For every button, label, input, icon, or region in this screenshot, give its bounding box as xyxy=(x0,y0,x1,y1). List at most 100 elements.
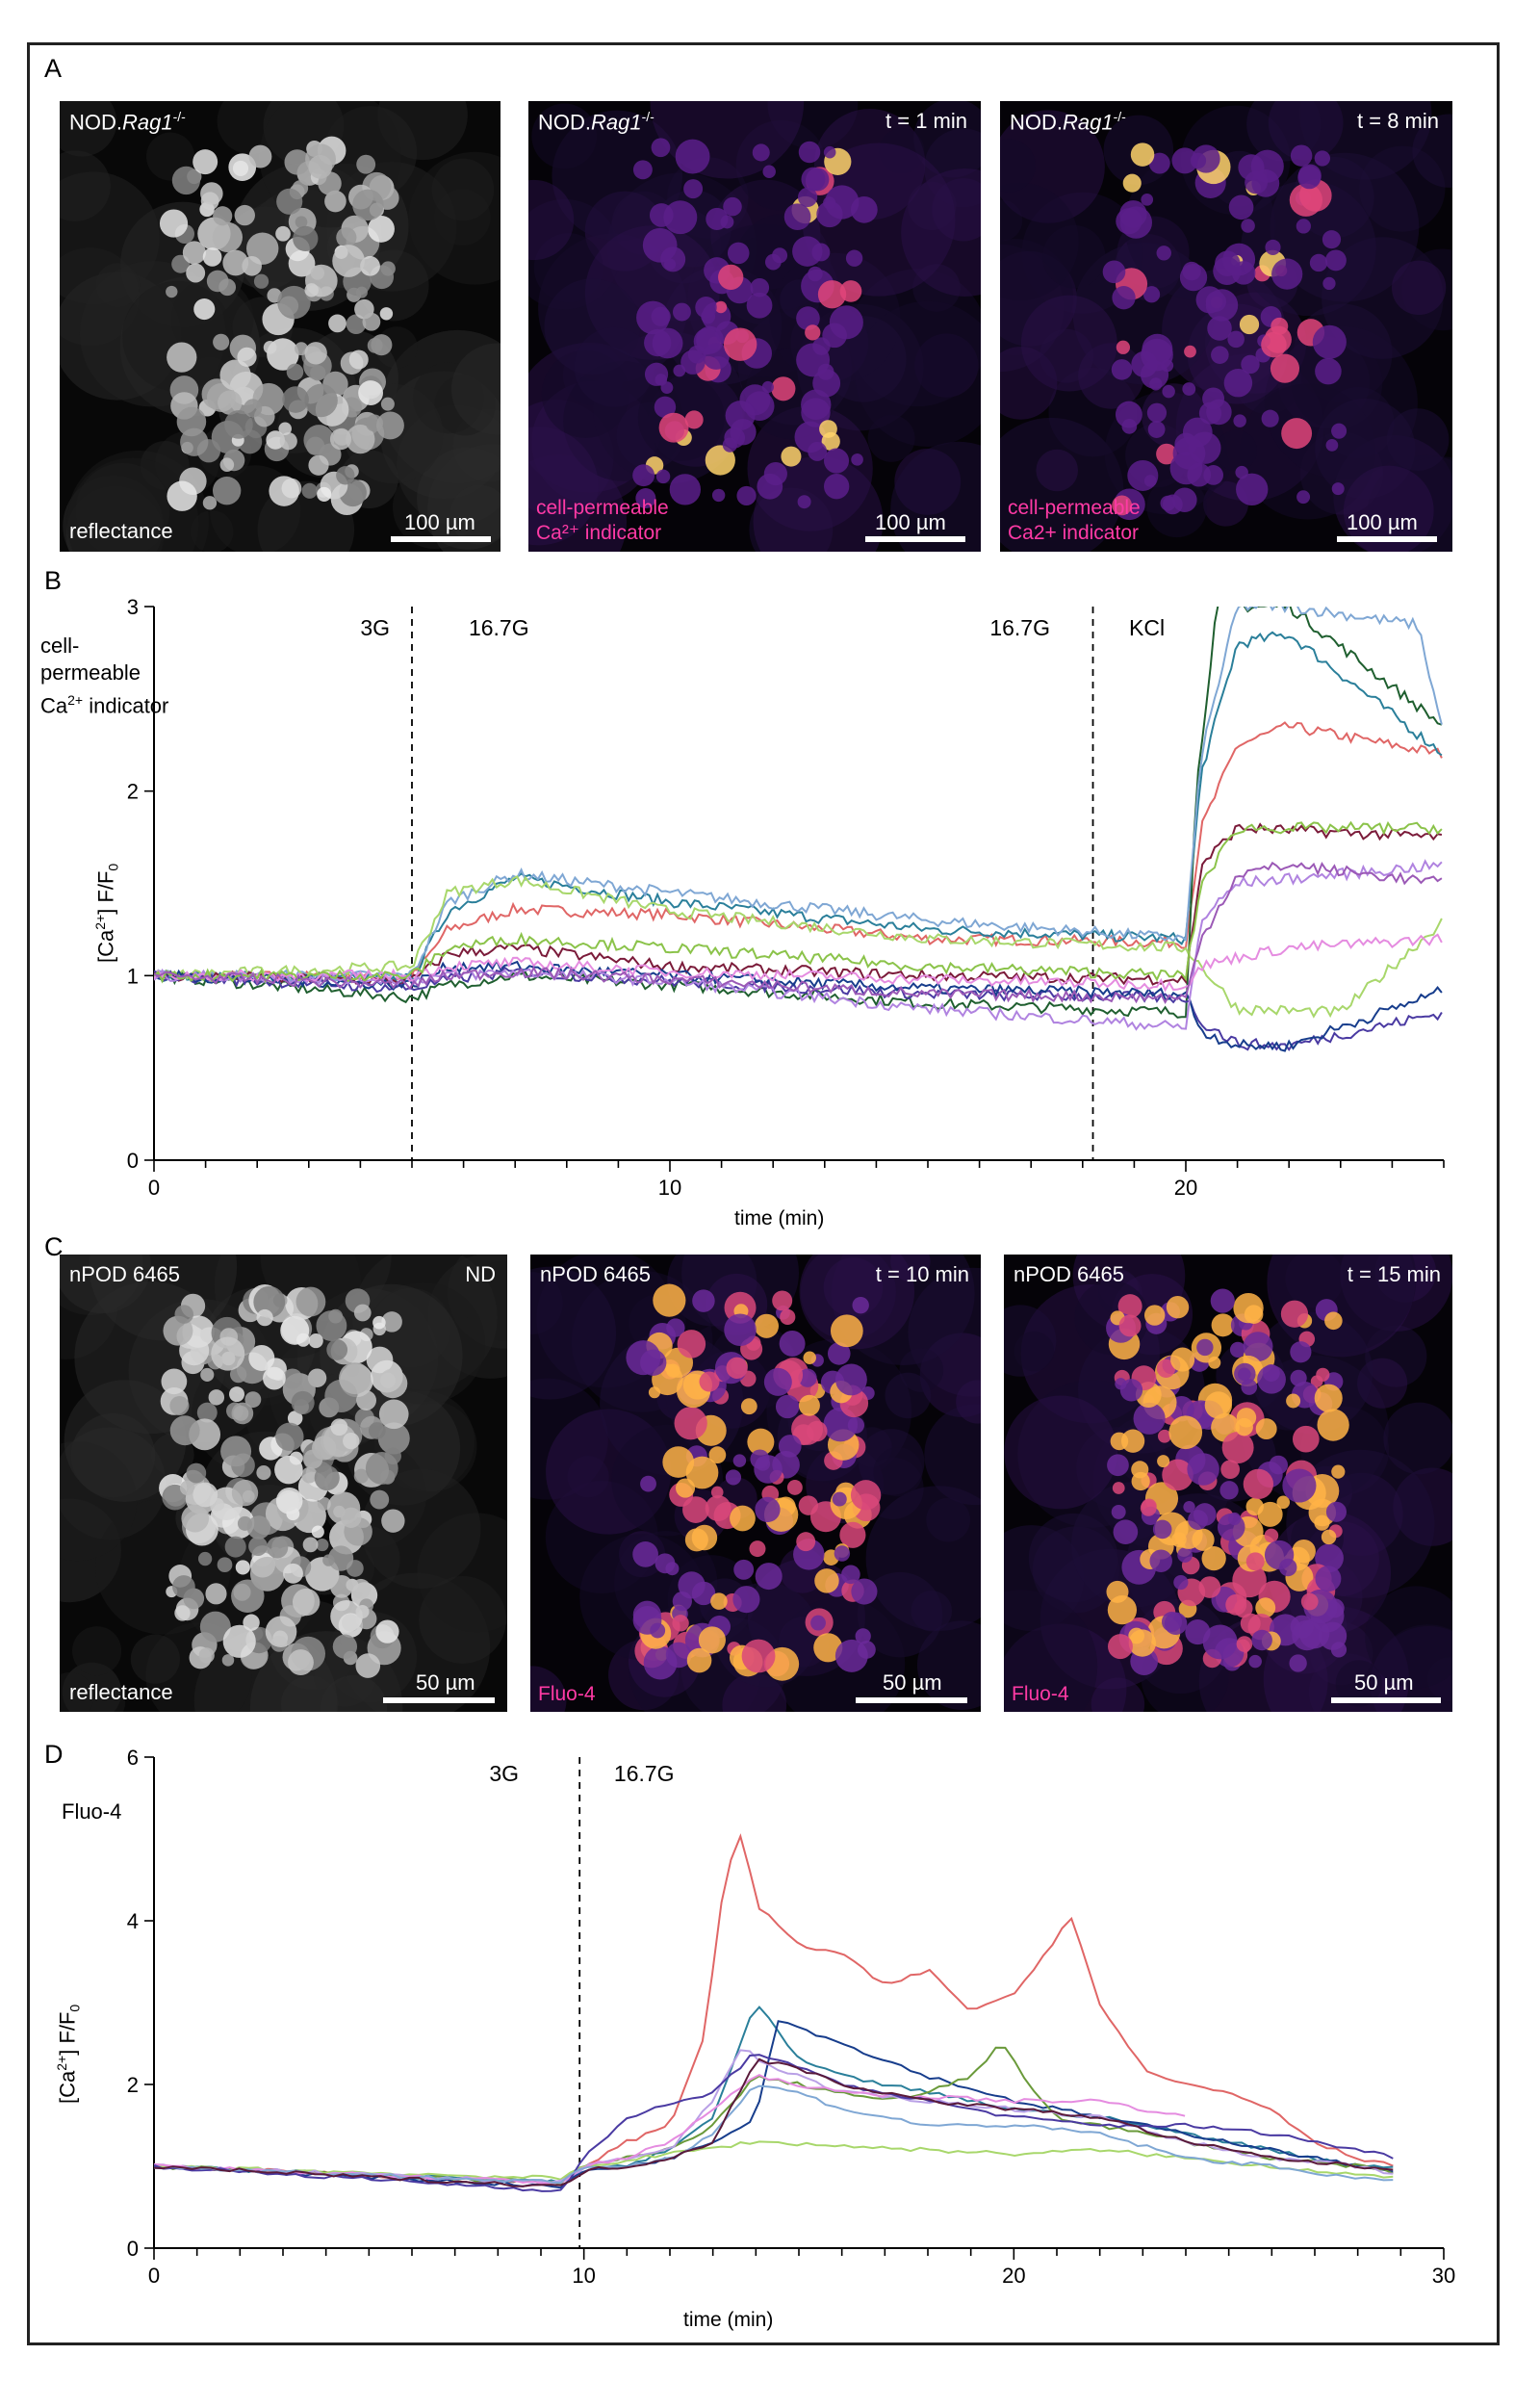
cell-blob xyxy=(256,1308,273,1327)
background-speckle xyxy=(1020,295,1117,392)
cell-blob xyxy=(1240,1613,1261,1634)
cell-blob xyxy=(1297,166,1322,190)
cell-blob xyxy=(328,314,346,333)
background-speckle xyxy=(1299,101,1432,180)
cell-blob xyxy=(1133,1402,1166,1435)
cell-blob xyxy=(676,1478,696,1498)
cell-blob xyxy=(1322,276,1336,291)
fluo4-texture xyxy=(530,1255,981,1712)
background-speckle xyxy=(60,1672,94,1712)
cell-blob xyxy=(1236,473,1269,505)
reflectance-image: NOD.Rag1-/- reflectance 100 µm xyxy=(60,101,500,552)
cell-blob xyxy=(857,1641,876,1659)
cell-blob xyxy=(1296,219,1311,234)
cell-blob xyxy=(181,1504,210,1533)
cell-blob xyxy=(841,1565,860,1585)
cell-blob xyxy=(302,1537,319,1553)
background-speckle xyxy=(449,484,500,545)
cell-blob xyxy=(725,401,756,431)
cell-blob xyxy=(1168,1415,1203,1450)
cell-blob xyxy=(783,203,811,231)
cell-blob xyxy=(813,1633,843,1663)
background-speckle xyxy=(885,1372,932,1419)
cell-blob xyxy=(703,343,730,370)
background-speckle xyxy=(531,103,598,169)
cell-blob xyxy=(1264,1528,1279,1543)
cell-blob xyxy=(278,422,292,436)
cell-blob xyxy=(682,1496,709,1523)
cell-blob xyxy=(246,1515,271,1540)
cell-blob xyxy=(229,1386,244,1403)
cell-blob xyxy=(332,245,365,277)
cell-blob xyxy=(1203,465,1224,485)
cell-blob xyxy=(755,1496,781,1523)
cell-blob xyxy=(350,1578,372,1599)
cell-blob xyxy=(283,1563,303,1584)
cell-blob xyxy=(1265,239,1281,255)
cell-blob xyxy=(658,412,689,443)
cell-blob xyxy=(167,480,197,511)
image-title: nPOD 6465 xyxy=(540,1262,651,1286)
cell-blob xyxy=(1310,1375,1323,1388)
cell-blob xyxy=(650,1622,666,1639)
cell-blob xyxy=(746,292,773,319)
cell-blob xyxy=(851,1578,878,1605)
background-speckle xyxy=(1036,449,1079,492)
time-label: t = 10 min xyxy=(875,1262,969,1286)
cell-blob xyxy=(303,425,335,456)
cell-blob xyxy=(691,1524,718,1551)
cell-blob xyxy=(1278,1558,1297,1577)
cell-blob xyxy=(832,1491,847,1507)
cell-blob xyxy=(1325,1501,1347,1522)
cell-blob xyxy=(1261,331,1287,358)
cell-blob xyxy=(182,241,206,265)
cell-blob xyxy=(672,1615,689,1632)
cell-blob xyxy=(381,1311,402,1333)
cell-blob xyxy=(1107,1595,1138,1625)
cell-blob xyxy=(819,420,837,438)
cell-blob xyxy=(654,396,677,419)
background-speckle xyxy=(66,457,199,552)
y-tick-label: 4 xyxy=(127,1909,139,1933)
cell-blob xyxy=(1116,340,1131,354)
cell-blob xyxy=(248,144,272,168)
scale-bar xyxy=(856,1697,967,1703)
cell-blob xyxy=(1131,350,1158,378)
cell-blob xyxy=(375,1619,399,1643)
cell-blob xyxy=(356,154,376,174)
cell-blob xyxy=(640,1349,667,1376)
panel-letter-d: D xyxy=(44,1740,64,1769)
reflectance-image-npod: nPOD 6465 ND reflectance 50 µm xyxy=(60,1255,507,1712)
cell-blob xyxy=(1237,1367,1251,1382)
cell-blob xyxy=(1149,377,1163,391)
scale-bar-label: 100 µm xyxy=(1347,510,1418,534)
calcium-texture xyxy=(1000,101,1452,552)
cell-blob xyxy=(362,312,381,331)
background-speckle xyxy=(130,1634,180,1684)
background-speckle xyxy=(574,326,654,407)
cell-blob xyxy=(1142,286,1161,303)
cell-blob xyxy=(1119,206,1153,239)
cell-blob xyxy=(762,165,776,178)
cell-blob xyxy=(308,454,329,476)
background-speckle xyxy=(1251,1311,1373,1434)
cell-blob xyxy=(1219,1481,1239,1500)
cell-blob xyxy=(1280,1300,1309,1328)
scale-bar xyxy=(383,1697,495,1703)
treatment-label: 16.7G xyxy=(614,1761,675,1786)
background-speckle xyxy=(865,1486,981,1632)
cell-blob xyxy=(219,359,251,391)
cell-blob xyxy=(806,168,830,192)
cell-blob xyxy=(663,200,698,235)
cell-blob xyxy=(1257,1501,1283,1527)
cell-blob xyxy=(1184,345,1196,358)
cell-blob xyxy=(220,1436,252,1467)
cell-blob xyxy=(172,1575,195,1598)
cell-blob xyxy=(179,1480,195,1496)
background-speckle xyxy=(71,1626,122,1676)
data-series-line xyxy=(154,2073,1186,2185)
cell-blob xyxy=(317,486,332,502)
cell-blob xyxy=(1187,1453,1219,1486)
image-title: NOD.Rag1-/- xyxy=(69,109,186,135)
